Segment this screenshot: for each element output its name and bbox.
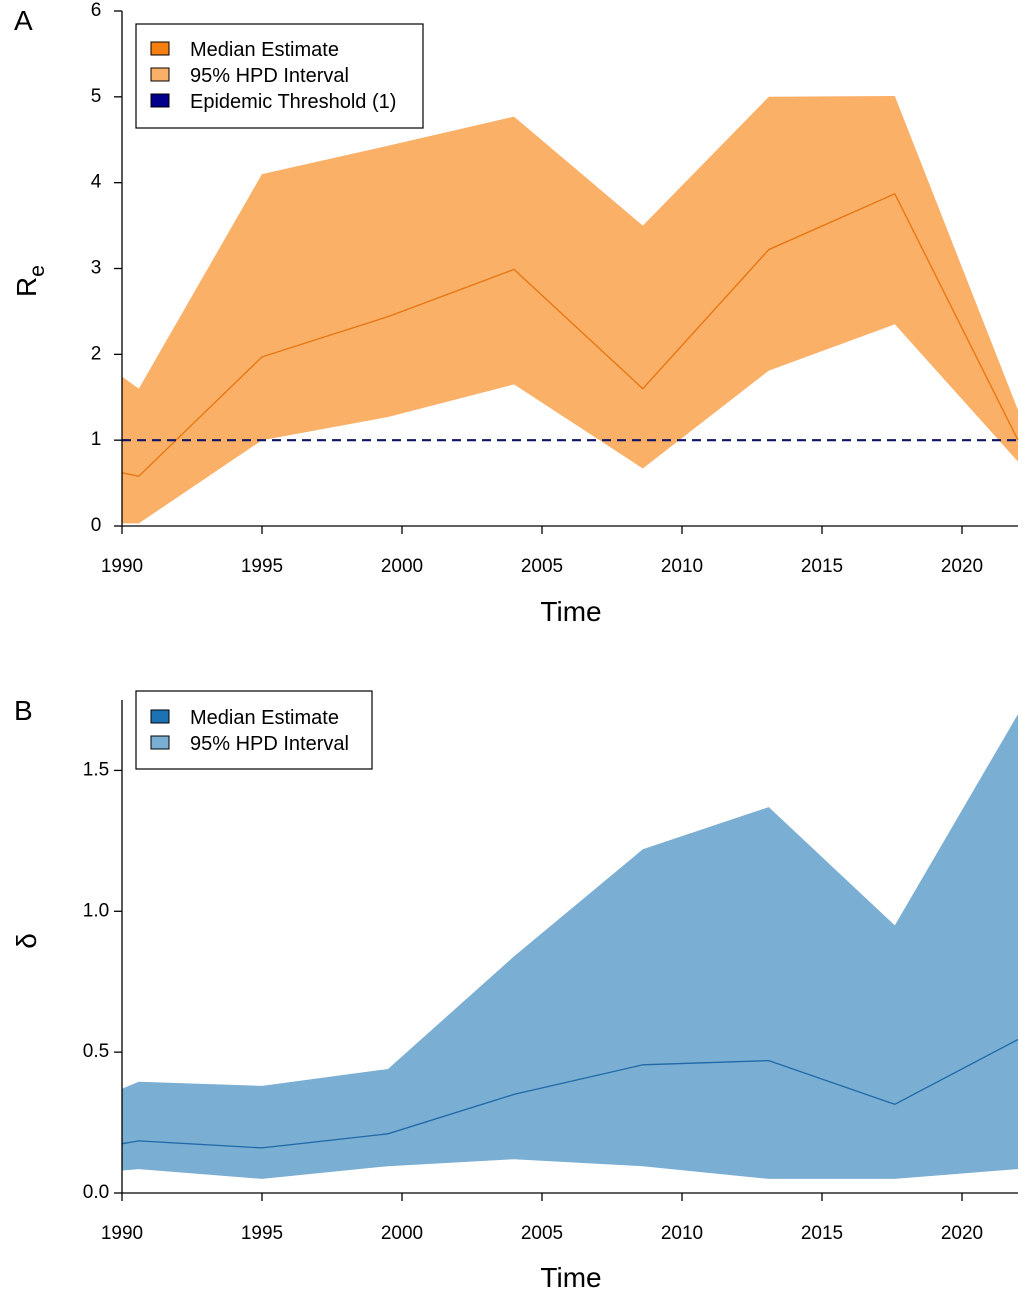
panel-b-x-ticks: 1990 1995 2000 2005 2010 2015 2020 [101, 1193, 983, 1244]
b-y-tick-label: 1.0 [83, 900, 109, 921]
panel-b-hpd-band [122, 714, 1018, 1179]
panel-b-legend-label-median: Median Estimate [190, 707, 339, 729]
panel-b-legend-swatch-median [150, 709, 170, 724]
panel-b-label: B [14, 695, 33, 726]
panel-b-y-title: δ [11, 933, 42, 949]
panel-a-legend-swatch-threshold [150, 93, 170, 108]
panel-b-legend-box [135, 690, 373, 770]
b-x-tick-label: 2010 [661, 1223, 703, 1244]
panel-b-y-title-text: δ [11, 933, 42, 949]
b-y-tick-label: 1.5 [83, 759, 109, 780]
panel-b-legend-swatch-hpd [150, 735, 170, 750]
panel-b-legend: Median Estimate 95% HPD Interval [135, 690, 373, 770]
panel-a-legend-swatch-hpd [150, 67, 170, 82]
panel-a-label: A [14, 5, 33, 36]
a-x-tick-label: 2015 [801, 556, 843, 577]
panel-a-legend-label-threshold: Epidemic Threshold (1) [190, 91, 396, 113]
a-x-tick-label: 2005 [521, 556, 563, 577]
b-x-tick-label: 2000 [381, 1223, 423, 1244]
panel-a-y-title-subscript: e [26, 265, 49, 277]
panel-a-legend: Median Estimate 95% HPD Interval Epidemi… [135, 23, 424, 129]
svg-text:Re: Re [11, 265, 49, 297]
a-y-tick-label: 0 [91, 515, 102, 536]
a-x-tick-label: 2020 [941, 556, 983, 577]
b-x-tick-label: 1995 [241, 1223, 283, 1244]
panel-a-y-title: Re [11, 265, 49, 297]
panel-a-legend-box [135, 23, 424, 129]
a-y-tick-label: 5 [91, 86, 102, 107]
panel-a-y-title-main: R [11, 277, 42, 297]
a-x-tick-label: 1995 [241, 556, 283, 577]
panel-a-x-ticks: 1990 1995 2000 2005 2010 2015 2020 [101, 526, 983, 577]
panel-b-legend-label-hpd: 95% HPD Interval [190, 733, 349, 755]
b-x-tick-label: 2020 [941, 1223, 983, 1244]
a-y-tick-label: 1 [91, 429, 102, 450]
panel-b-x-title: Time [540, 1262, 601, 1292]
a-y-tick-label: 3 [91, 258, 102, 279]
panel-a-legend-swatch-median [150, 41, 170, 56]
panel-a-legend-label-hpd: 95% HPD Interval [190, 65, 349, 87]
a-x-tick-label: 2000 [381, 556, 423, 577]
panel-a-y-ticks: 0 1 2 3 4 5 6 [91, 0, 122, 536]
panel-a-re-chart: A 0 1 2 3 4 5 6 1990 1995 2000 2005 2010 2015 2020 T… [11, 0, 1019, 627]
panel-a-median-line [121, 192, 1019, 477]
panel-b-plot-area [121, 714, 1019, 1179]
panel-b-median-line [121, 1038, 1019, 1149]
b-x-tick-label: 2015 [801, 1223, 843, 1244]
panel-b-y-ticks: 0.0 0.5 1.0 1.5 [83, 759, 122, 1203]
b-x-tick-label: 1990 [101, 1223, 143, 1244]
b-x-tick-label: 2005 [521, 1223, 563, 1244]
b-y-tick-label: 0.5 [83, 1041, 109, 1062]
panel-a-x-title: Time [540, 596, 601, 627]
panel-a-hpd-band [122, 96, 1018, 524]
panel-b-delta-chart: B 0.0 0.5 1.0 1.5 1990 1995 2000 2005 2010 2015 2… [11, 690, 1019, 1292]
b-y-tick-label: 0.0 [83, 1182, 109, 1203]
panel-a-legend-label-median: Median Estimate [190, 39, 339, 61]
a-x-tick-label: 1990 [101, 556, 143, 577]
a-x-tick-label: 2010 [661, 556, 703, 577]
panel-a-plot-area [121, 96, 1019, 524]
a-y-tick-label: 2 [91, 343, 102, 364]
a-y-tick-label: 6 [91, 0, 102, 21]
a-y-tick-label: 4 [91, 172, 102, 193]
panel-b-axes: 0.0 0.5 1.0 1.5 1990 1995 2000 2005 2010 2015 202… [83, 700, 1018, 1244]
panel-a-axes: 0 1 2 3 4 5 6 1990 1995 2000 2005 2010 2015 2020 [91, 0, 1018, 577]
